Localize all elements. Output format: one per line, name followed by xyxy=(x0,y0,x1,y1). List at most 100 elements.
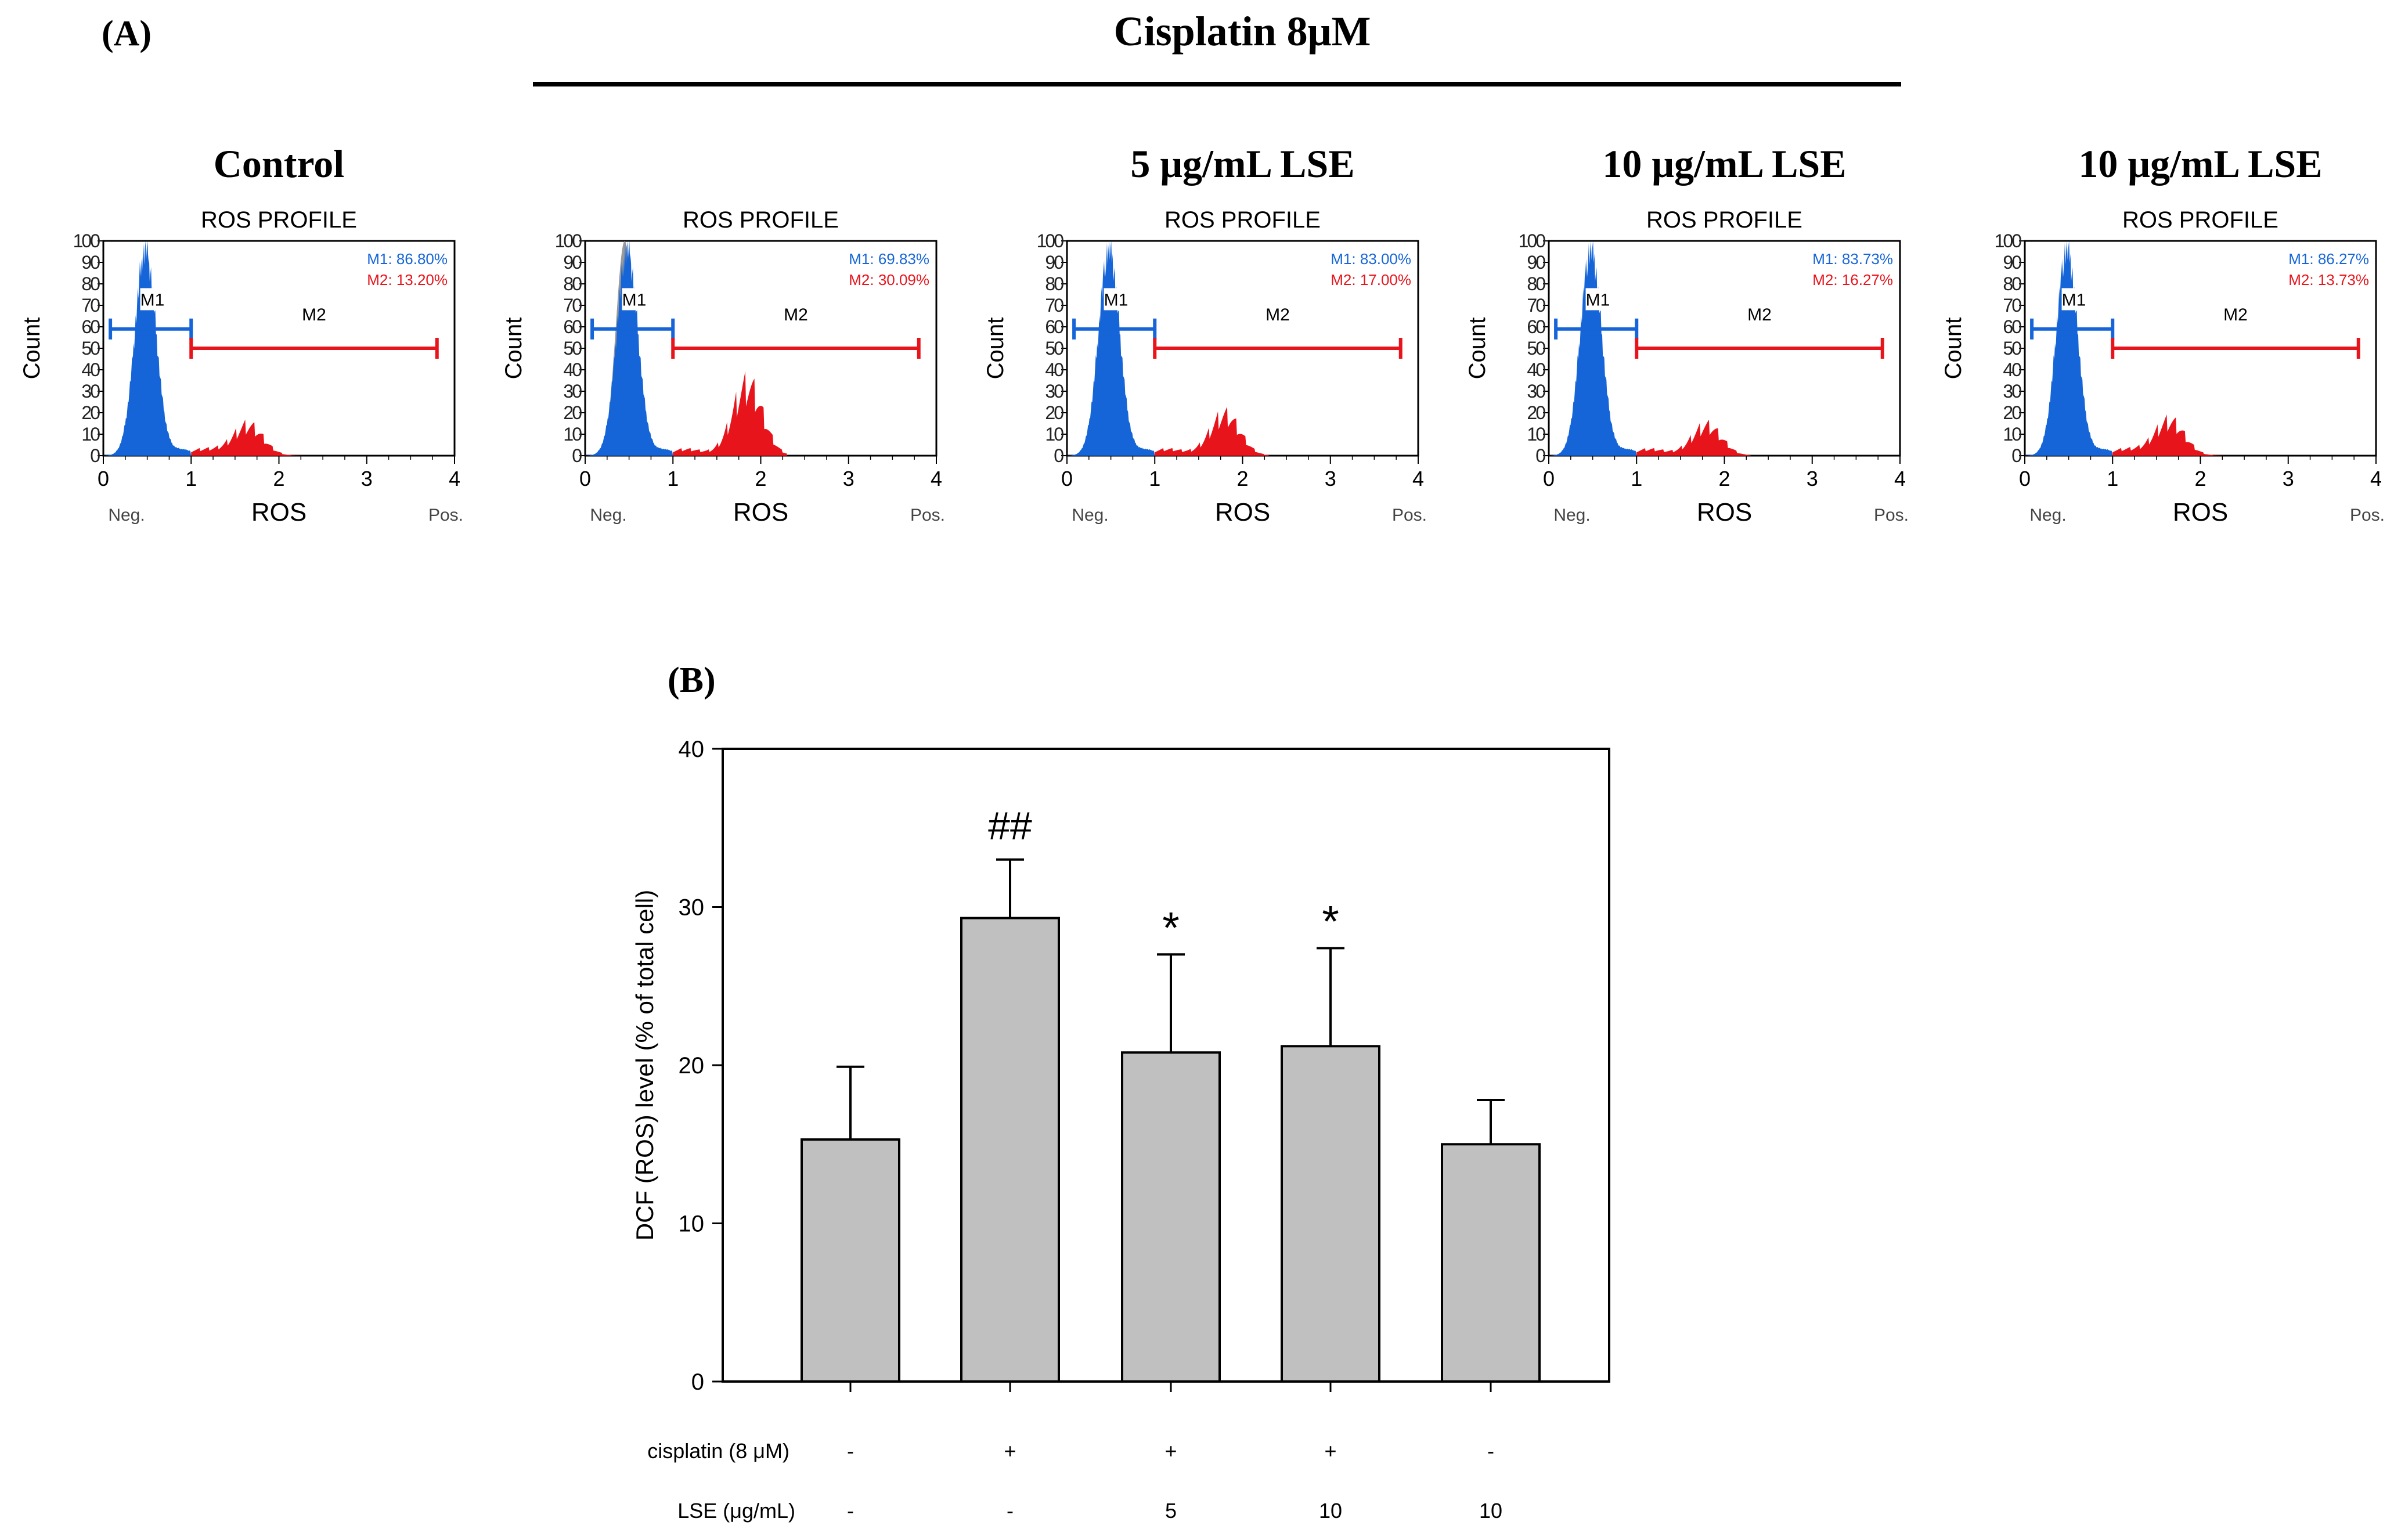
bar xyxy=(960,917,1060,1383)
x-tick-label: 1 xyxy=(185,467,197,491)
y-tick-label: 90 xyxy=(1045,252,1063,273)
m1-percentage: M1: 86.27% xyxy=(2288,250,2369,268)
lse-row-label: LSE (μg/mL) xyxy=(677,1499,795,1523)
y-tick-label: 30 xyxy=(1045,381,1063,402)
m1-label: M1 xyxy=(2062,290,2086,309)
y-tick-label: 0 xyxy=(2011,445,2021,466)
x-tick-label: 0 xyxy=(98,467,109,491)
y-tick-label: 70 xyxy=(81,295,100,316)
y-tick-label: 40 xyxy=(1045,359,1063,380)
y-tick-label: 50 xyxy=(1527,338,1545,359)
histogram-title: ROS PROFILE xyxy=(1164,207,1321,233)
y-tick-label: 20 xyxy=(2003,402,2021,423)
y-tick-label: 30 xyxy=(679,895,705,921)
x-tick-label: 0 xyxy=(1061,467,1073,491)
y-tick-label: 10 xyxy=(679,1211,705,1237)
m1-percentage: M1: 83.00% xyxy=(1331,250,1411,268)
x-tick-label: 4 xyxy=(449,467,460,491)
y-axis-label: Count xyxy=(1941,318,1966,380)
x-axis-label: ROS xyxy=(733,498,788,526)
m1-histogram xyxy=(1549,241,1637,456)
y-axis-label: DCF (ROS) level (% of total cell) xyxy=(631,890,658,1240)
y-tick-label: 50 xyxy=(563,338,582,359)
x-tick-label: 0 xyxy=(1543,467,1555,491)
m1-label: M1 xyxy=(140,290,165,309)
y-tick-label: 60 xyxy=(2003,316,2021,337)
x-axis-label: ROS xyxy=(2173,498,2228,526)
y-tick-label: 10 xyxy=(563,424,582,445)
y-tick-label: 40 xyxy=(2003,359,2021,380)
significance-mark: * xyxy=(1322,897,1339,946)
x-tick-label: 4 xyxy=(931,467,942,491)
y-axis-label: Count xyxy=(501,318,527,380)
cisplatin-value: + xyxy=(1164,1439,1177,1463)
significance-mark: ## xyxy=(988,804,1032,848)
y-tick-label: 100 xyxy=(1037,230,1064,251)
m2-histogram xyxy=(673,371,787,456)
pos-label: Pos. xyxy=(910,506,945,525)
m1-label-box xyxy=(622,288,647,311)
lse-value: - xyxy=(1007,1499,1014,1523)
pos-label: Pos. xyxy=(428,506,463,525)
y-tick-label: 70 xyxy=(2003,295,2021,316)
m2-percentage: M2: 16.27% xyxy=(1812,271,1893,288)
cisplatin-value: - xyxy=(847,1439,854,1463)
y-axis-label: Count xyxy=(1465,318,1490,380)
x-axis-label: ROS xyxy=(1215,498,1270,526)
x-axis-label: ROS xyxy=(1697,498,1752,526)
y-tick-label: 0 xyxy=(572,445,582,466)
y-tick-label: 40 xyxy=(679,737,705,762)
panel-title: 10 μg/mL LSE xyxy=(2078,142,2322,186)
x-tick-label: 2 xyxy=(273,467,284,491)
y-tick-label: 50 xyxy=(1045,338,1063,359)
panel-title: 5 μg/mL LSE xyxy=(1130,142,1354,186)
x-tick-label: 3 xyxy=(2283,467,2294,491)
y-tick-label: 0 xyxy=(1054,445,1063,466)
m1-label: M1 xyxy=(622,290,647,309)
y-tick-label: 30 xyxy=(1527,381,1545,402)
cisplatin-value: - xyxy=(1487,1439,1494,1463)
y-tick-label: 70 xyxy=(1045,295,1063,316)
cisplatin-value: + xyxy=(1004,1439,1016,1463)
y-tick-label: 20 xyxy=(563,402,582,423)
y-tick-label: 70 xyxy=(1527,295,1545,316)
y-tick-label: 10 xyxy=(1045,424,1063,445)
cisplatin-value: + xyxy=(1324,1439,1336,1463)
panel-title: Control xyxy=(214,142,344,186)
y-tick-label: 60 xyxy=(81,316,100,337)
m2-label: M2 xyxy=(302,305,326,324)
cisplatin-header: Cisplatin 8μM xyxy=(1114,8,1371,55)
m2-histogram xyxy=(2112,414,2227,456)
y-tick-label: 100 xyxy=(1519,230,1546,251)
histogram-title: ROS PROFILE xyxy=(1646,207,1802,233)
pos-label: Pos. xyxy=(2350,506,2385,525)
x-tick-label: 0 xyxy=(2019,467,2031,491)
m1-label-box xyxy=(140,288,165,311)
y-tick-label: 90 xyxy=(563,252,582,273)
x-tick-label: 0 xyxy=(579,467,591,491)
y-tick-label: 10 xyxy=(1527,424,1545,445)
x-tick-label: 3 xyxy=(1807,467,1818,491)
y-tick-label: 40 xyxy=(81,359,100,380)
panel-b-label: (B) xyxy=(668,661,716,700)
y-tick-label: 80 xyxy=(81,273,100,294)
m2-histogram xyxy=(1155,406,1269,456)
pos-label: Pos. xyxy=(1392,506,1427,525)
y-tick-label: 80 xyxy=(2003,273,2021,294)
bar xyxy=(801,1138,900,1383)
m2-histogram xyxy=(1636,420,1751,456)
x-tick-label: 3 xyxy=(361,467,373,491)
bar xyxy=(1121,1051,1221,1383)
m2-histogram xyxy=(191,419,305,456)
y-tick-label: 0 xyxy=(1535,445,1545,466)
y-tick-label: 30 xyxy=(563,381,582,402)
x-tick-label: 2 xyxy=(1236,467,1248,491)
y-tick-label: 50 xyxy=(2003,338,2021,359)
bar xyxy=(1281,1045,1380,1383)
y-tick-label: 90 xyxy=(81,252,100,273)
y-axis-label: Count xyxy=(19,318,45,380)
x-tick-label: 2 xyxy=(2194,467,2206,491)
m2-label: M2 xyxy=(784,305,808,324)
